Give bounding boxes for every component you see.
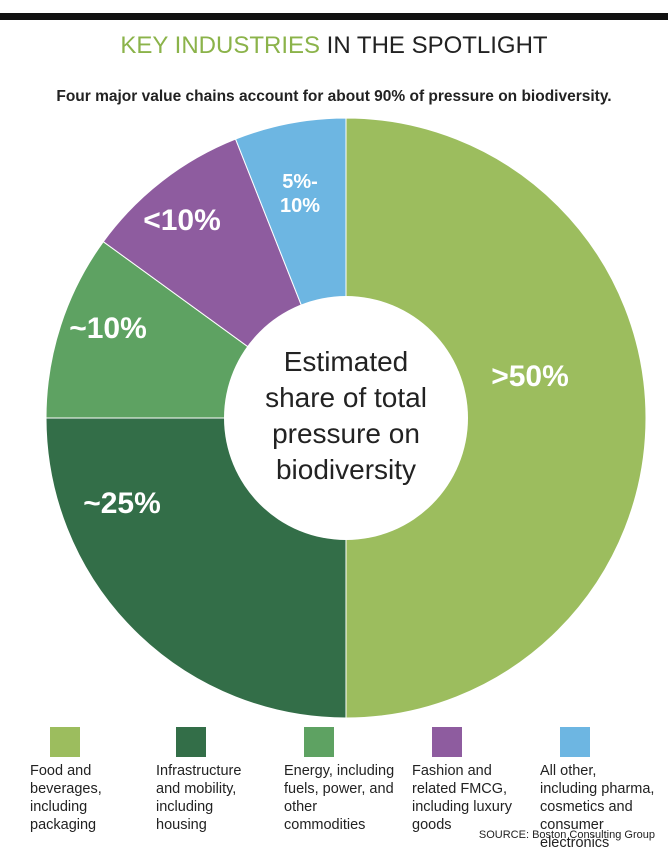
legend-swatch bbox=[304, 727, 334, 757]
title-part: KEY INDUSTRIES bbox=[120, 32, 320, 59]
pie: Estimated share of total pressure on biodiv… bbox=[45, 117, 647, 719]
legend-swatch bbox=[176, 727, 206, 757]
subtitle: Four major value chains account for abou… bbox=[56, 88, 611, 105]
center-label: Estimated share of total pressure on biodiv… bbox=[265, 346, 427, 485]
value-label: ~10% bbox=[69, 312, 147, 345]
value-label: >50% bbox=[491, 360, 569, 393]
legend-label: Food and beverages, including packaging bbox=[30, 763, 102, 833]
legend-label: All other, including pharma, cosmetics a… bbox=[540, 763, 655, 850]
legend-label: Fashion and related FMCG, including luxu… bbox=[412, 763, 512, 833]
legend-swatch bbox=[432, 727, 462, 757]
legend-label: Infrastructure and mobility, including h… bbox=[156, 763, 242, 833]
chart-title: KEY INDUSTRIES IN THE SPOTLIGHT bbox=[120, 32, 548, 59]
value-label: ~25% bbox=[83, 487, 161, 520]
center-hole bbox=[224, 296, 468, 540]
source: SOURCE: Boston Consulting Group bbox=[479, 829, 655, 841]
value-label: <10% bbox=[143, 204, 221, 237]
title-part: IN THE SPOTLIGHT bbox=[327, 32, 548, 59]
legend-swatch bbox=[560, 727, 590, 757]
top-rule bbox=[0, 13, 668, 20]
value-label: 5%-10% bbox=[280, 171, 320, 217]
pie-slice bbox=[345, 117, 647, 719]
legend-swatch bbox=[50, 727, 80, 757]
legend-label: Energy, including fuels, power, and othe… bbox=[284, 763, 395, 833]
